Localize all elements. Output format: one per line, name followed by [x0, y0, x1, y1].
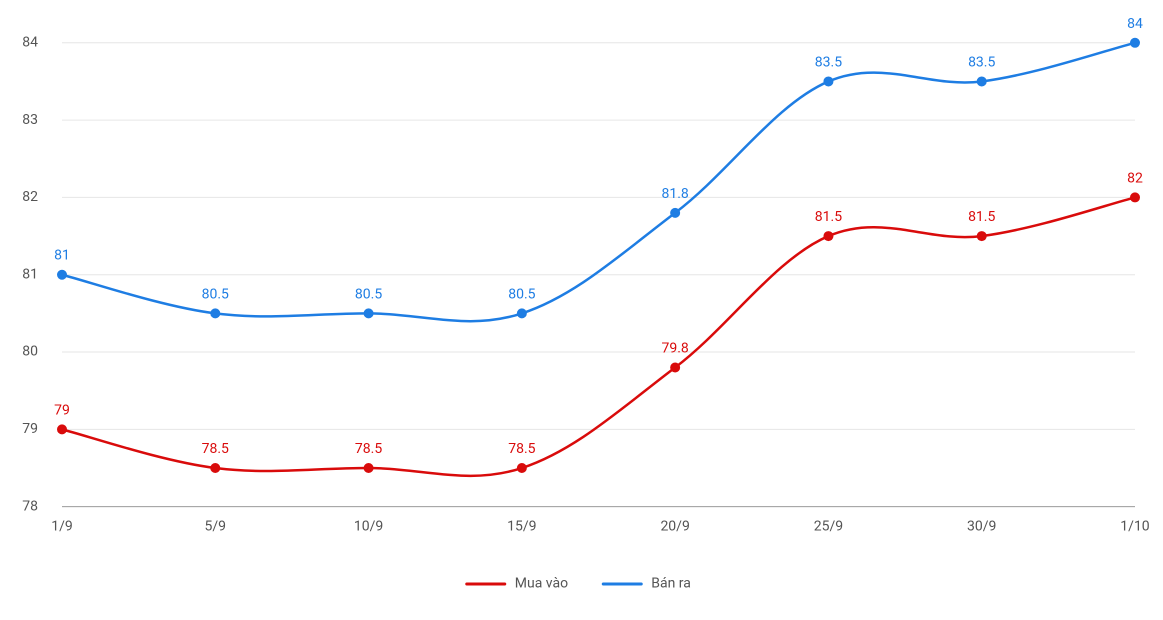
series-point: [364, 308, 374, 318]
point-value-label: 81.5: [815, 209, 842, 225]
y-axis-tick-label: 84: [22, 34, 38, 50]
point-value-label: 80.5: [202, 286, 229, 302]
y-axis-tick-label: 80: [22, 344, 38, 360]
y-axis-tick-label: 81: [22, 266, 38, 282]
series-point: [57, 424, 67, 434]
series-line: [62, 197, 1135, 475]
series-point: [517, 308, 527, 318]
y-axis-tick-label: 83: [22, 112, 38, 128]
line-chart: 78 79 80 81 82 83 84 1/9 5/9 10/9 15/9 20/9 25/9 30/9…: [0, 0, 1163, 620]
legend-label: Bán ra: [651, 576, 691, 592]
x-axis-tick-label: 25/9: [814, 518, 843, 534]
point-value-label: 81: [54, 248, 70, 264]
x-axis-tick-label: 1/9: [51, 518, 73, 534]
point-value-label: 81.5: [968, 209, 995, 225]
series-point: [57, 270, 67, 280]
y-axis-tick-label: 82: [22, 189, 38, 205]
chart-svg: 78 79 80 81 82 83 84 1/9 5/9 10/9 15/9 20/9 25/9 30/9…: [0, 0, 1163, 620]
x-axis-tick-label: 30/9: [967, 518, 996, 534]
point-value-label: 80.5: [355, 286, 382, 302]
point-value-label: 84: [1127, 16, 1143, 32]
legend-label: Mua vào: [515, 576, 568, 592]
series-point: [670, 363, 680, 373]
x-axis-tick-label: 5/9: [205, 518, 227, 534]
series-line: [62, 43, 1135, 321]
series-point: [823, 231, 833, 241]
point-value-label: 83.5: [815, 54, 842, 70]
series-point: [210, 463, 220, 473]
point-value-label: 82: [1127, 170, 1143, 186]
point-value-label: 81.8: [661, 186, 688, 202]
series-point: [517, 463, 527, 473]
series-point: [670, 208, 680, 218]
series-point: [1130, 192, 1140, 202]
x-axis-tick-label: 1/10: [1120, 518, 1150, 534]
x-axis-tick-label: 20/9: [660, 518, 689, 534]
x-axis-tick-label: 15/9: [507, 518, 536, 534]
point-value-label: 78.5: [355, 441, 382, 457]
series-point: [210, 308, 220, 318]
point-value-label: 79: [54, 402, 70, 418]
y-axis-tick-label: 79: [22, 421, 38, 437]
point-value-label: 78.5: [202, 441, 229, 457]
series-point: [1130, 38, 1140, 48]
series-point: [364, 463, 374, 473]
x-axis-tick-label: 10/9: [354, 518, 383, 534]
point-value-label: 79.8: [661, 341, 688, 357]
series-point: [977, 76, 987, 86]
point-value-label: 78.5: [508, 441, 535, 457]
series-point: [977, 231, 987, 241]
series-point: [823, 76, 833, 86]
y-axis-tick-label: 78: [22, 498, 38, 514]
point-value-label: 83.5: [968, 54, 995, 70]
point-value-label: 80.5: [508, 286, 535, 302]
